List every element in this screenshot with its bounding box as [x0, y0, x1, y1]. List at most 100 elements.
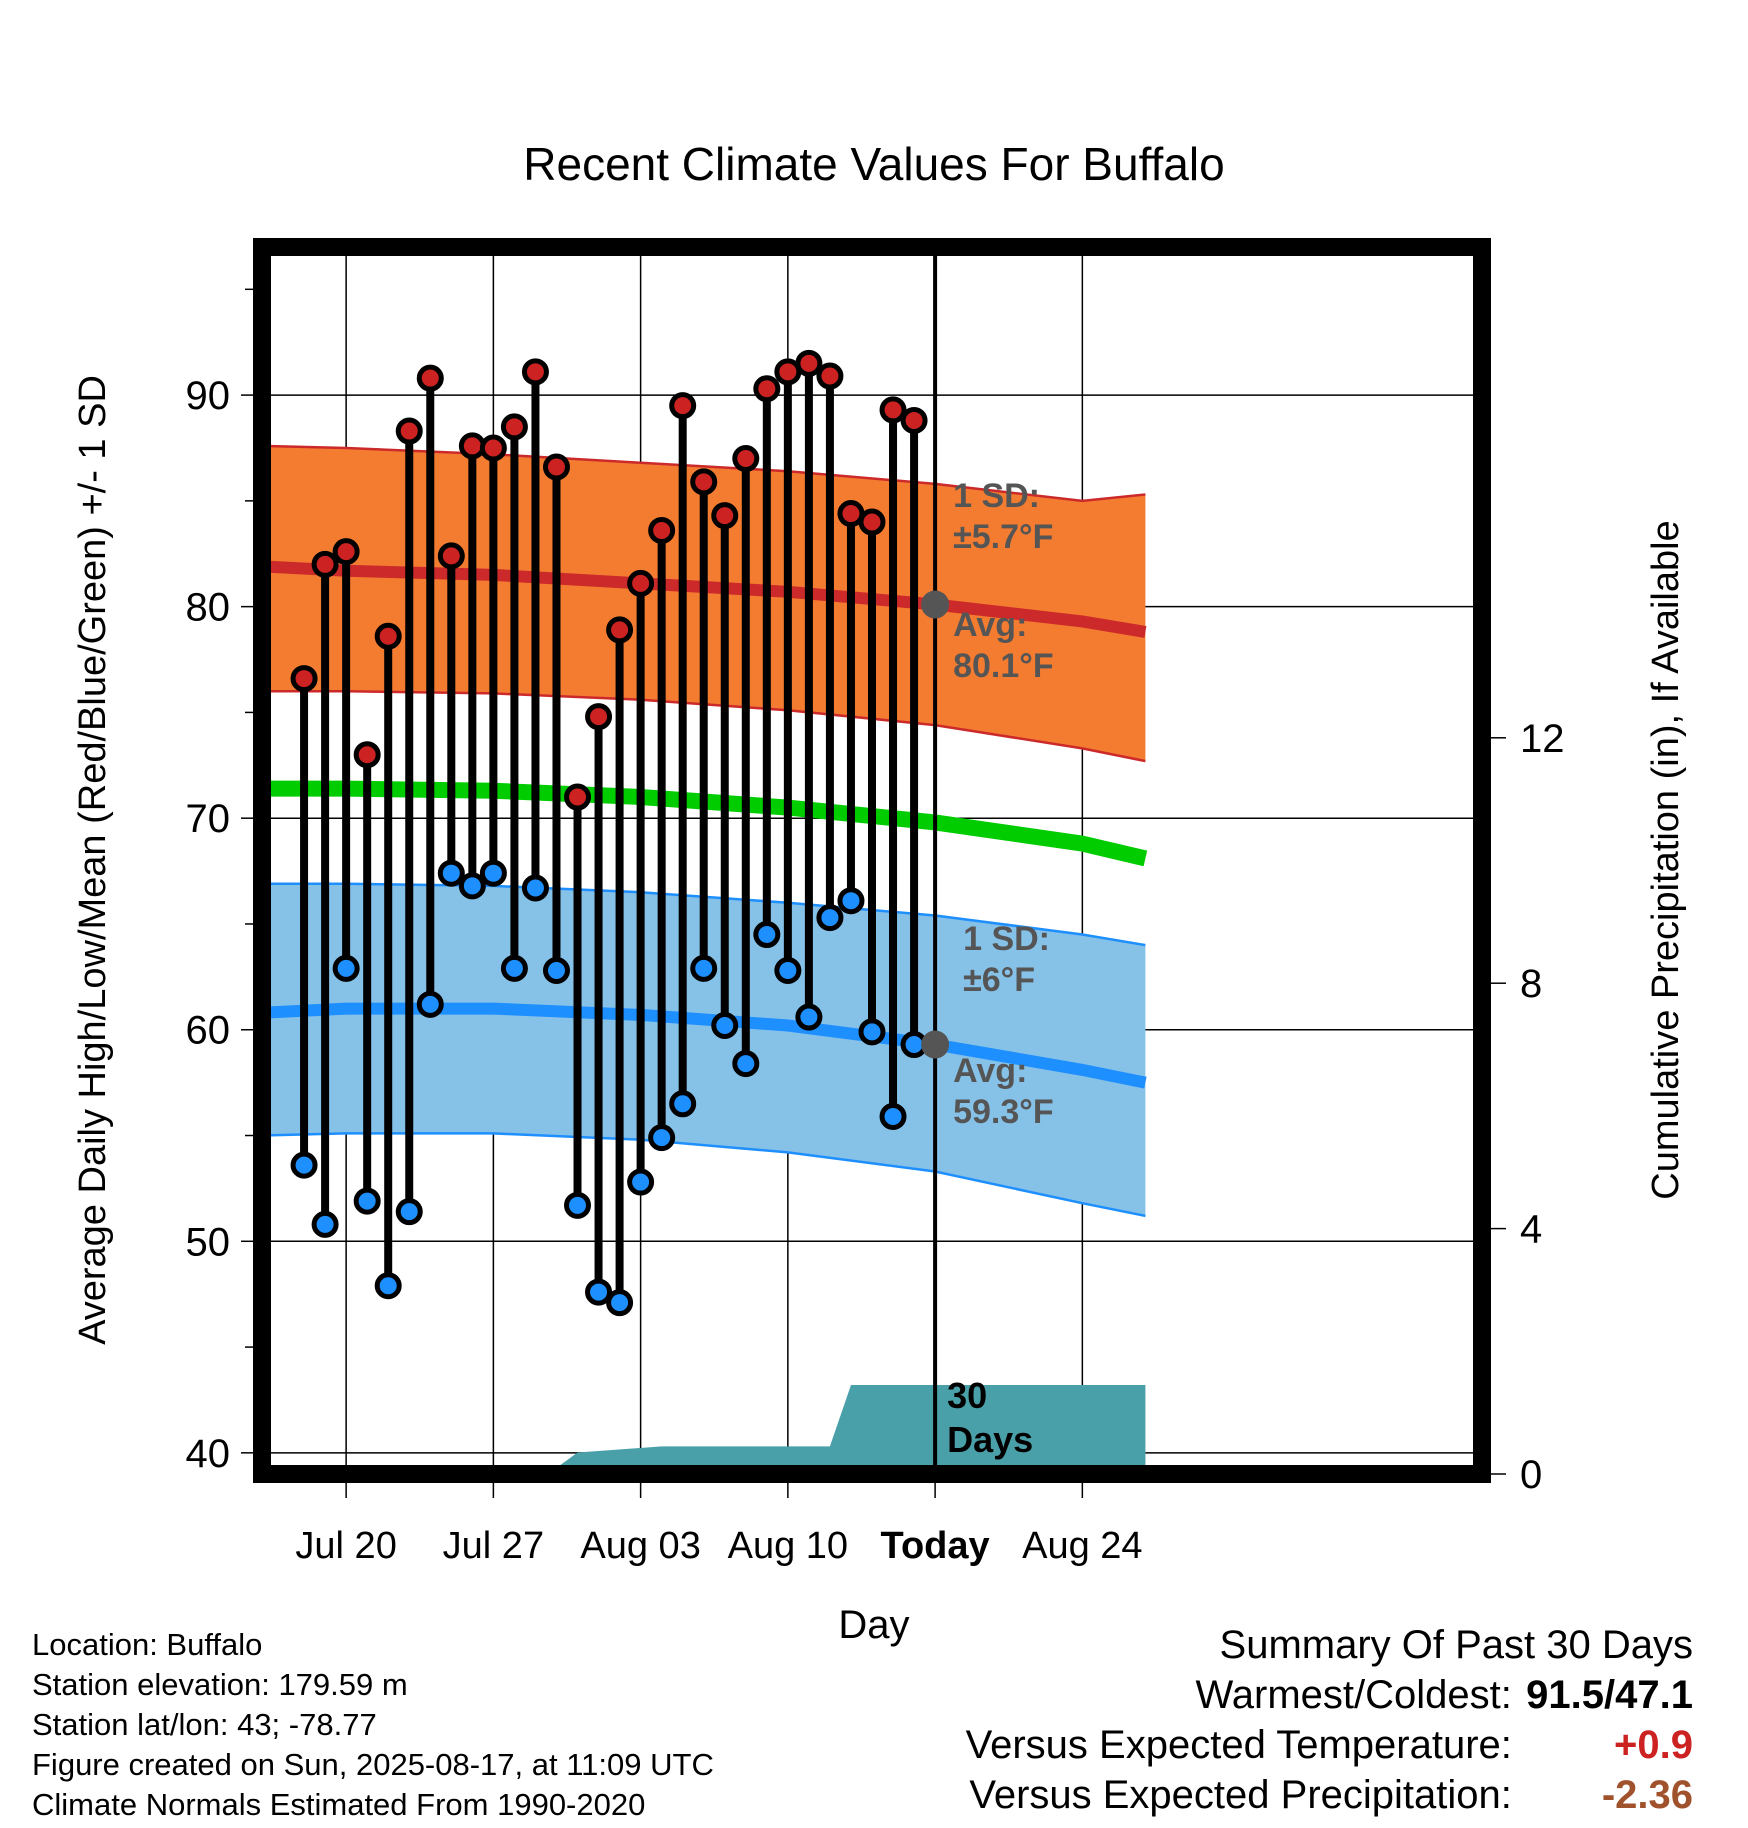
observed-high-point — [311, 550, 339, 578]
observed-high-point — [900, 406, 928, 434]
observed-low-point — [521, 874, 549, 902]
summary-title: Summary Of Past 30 Days — [1219, 1623, 1693, 1667]
observed-low-point — [395, 1198, 423, 1226]
observed-low-point — [416, 990, 444, 1018]
observed-high-point — [416, 364, 444, 392]
observed-low-point — [690, 954, 718, 982]
observed-high-point — [458, 432, 486, 460]
y2-tick-label: 8 — [1520, 962, 1542, 1006]
observed-high-point — [858, 508, 886, 536]
y-tick-label: 70 — [186, 797, 231, 841]
summary-panel: Summary Of Past 30 Days Warmest/Coldest:… — [966, 1620, 1693, 1820]
observed-low-point — [332, 954, 360, 982]
observed-low-point — [753, 921, 781, 949]
y-tick-label: 80 — [186, 586, 231, 630]
high-avg-label: Avg: — [953, 606, 1027, 644]
y2-tick-label: 0 — [1520, 1453, 1542, 1497]
y2-tick-label: 12 — [1520, 717, 1565, 761]
high-sd-label: 1 SD: — [953, 477, 1040, 515]
observed-low-point — [669, 1090, 697, 1118]
summary-warmest-row: Warmest/Coldest: 91.5/47.1 — [966, 1670, 1694, 1720]
x-tick-label: Jul 20 — [295, 1525, 396, 1567]
observed-high-point — [795, 349, 823, 377]
observed-low-point — [500, 954, 528, 982]
observed-high-point — [521, 358, 549, 386]
observed-high-point — [500, 413, 528, 441]
summary-precip-row: Versus Expected Precipitation: -2.36 — [966, 1770, 1693, 1820]
observed-high-point — [627, 569, 655, 597]
temp-value: +0.9 — [1614, 1723, 1693, 1767]
observed-low-point — [858, 1018, 886, 1046]
y-tick-label: 40 — [186, 1432, 231, 1476]
observed-low-point — [774, 957, 802, 985]
observed-high-point — [437, 542, 465, 570]
observed-low-point — [627, 1168, 655, 1196]
elevation-text: Station elevation: 179.59 m — [32, 1667, 408, 1702]
observed-low-point — [353, 1187, 381, 1215]
plot-content — [262, 247, 1482, 1474]
x-tick-label: Jul 27 — [443, 1525, 544, 1567]
y-tick-label: 50 — [186, 1220, 231, 1264]
observed-high-point — [711, 502, 739, 530]
precip-value: -2.36 — [1601, 1773, 1693, 1817]
observed-low-point — [437, 859, 465, 887]
high-sd-value: ±5.7°F — [953, 518, 1053, 556]
x-tick-label: Aug 24 — [1022, 1525, 1142, 1567]
warmest-value: 91.5/47.1 — [1526, 1673, 1693, 1717]
observed-low-point — [732, 1050, 760, 1078]
x-axis-label: Day — [838, 1603, 909, 1647]
chart-title: Recent Climate Values For Buffalo — [523, 138, 1224, 190]
low-sd-value: ±6°F — [963, 961, 1035, 999]
observed-high-point — [332, 538, 360, 566]
observed-high-point — [479, 434, 507, 462]
high-avg-value: 80.1°F — [953, 647, 1054, 685]
normal-high-line — [262, 560, 1147, 638]
today-low-avg-point — [921, 1030, 950, 1059]
observed-high-point — [816, 362, 844, 390]
observed-low-point — [290, 1151, 318, 1179]
observed-high-point — [753, 375, 781, 403]
observed-low-point — [374, 1272, 402, 1300]
observed-high-point — [648, 516, 676, 544]
observed-low-point — [458, 872, 486, 900]
observed-low-point — [648, 1124, 676, 1152]
high-band-upper-edge — [262, 444, 1146, 503]
precip-area — [262, 1385, 1146, 1474]
observed-high-point — [879, 396, 907, 424]
x-tick-label: Aug 03 — [580, 1525, 700, 1567]
observed-high-point — [290, 665, 318, 693]
observed-high-point — [669, 392, 697, 420]
observed-low-point — [585, 1278, 613, 1306]
plot-frame — [253, 238, 1491, 1483]
warmest-label: Warmest/Coldest: — [1195, 1673, 1512, 1717]
observed-high-point — [542, 453, 570, 481]
low-sd-label: 1 SD: — [963, 920, 1050, 958]
station-info: Location: Buffalo Station elevation: 179… — [32, 1625, 714, 1825]
observed-high-point — [395, 417, 423, 445]
observed-low-point — [479, 859, 507, 887]
observed-high-point — [606, 616, 634, 644]
observed-high-point — [585, 703, 613, 731]
observed-low-point — [711, 1012, 739, 1040]
high-band-lower-edge — [262, 690, 1146, 763]
observed-low-point — [564, 1191, 592, 1219]
observed-low-point — [795, 1003, 823, 1031]
observed-high-point — [732, 445, 760, 473]
today-high-avg-point — [921, 590, 950, 619]
y2-axis-label: Cumulative Precipitation (in), If Availa… — [1645, 520, 1687, 1199]
low-avg-label: Avg: — [953, 1052, 1027, 1090]
low-avg-value: 59.3°F — [953, 1093, 1054, 1131]
created-text: Figure created on Sun, 2025-08-17, at 11… — [32, 1747, 714, 1782]
y-tick-label: 60 — [186, 1009, 231, 1053]
observed-high-point — [564, 783, 592, 811]
y2-tick-label: 4 — [1520, 1208, 1542, 1252]
summary-temp-row: Versus Expected Temperature: +0.9 — [966, 1720, 1693, 1770]
days-label-number: 30 — [947, 1375, 987, 1416]
observed-low-point — [879, 1102, 907, 1130]
x-tick-label: Aug 10 — [728, 1525, 848, 1567]
observed-high-point — [374, 622, 402, 650]
observed-high-point — [353, 741, 381, 769]
observed-high-point — [690, 468, 718, 496]
